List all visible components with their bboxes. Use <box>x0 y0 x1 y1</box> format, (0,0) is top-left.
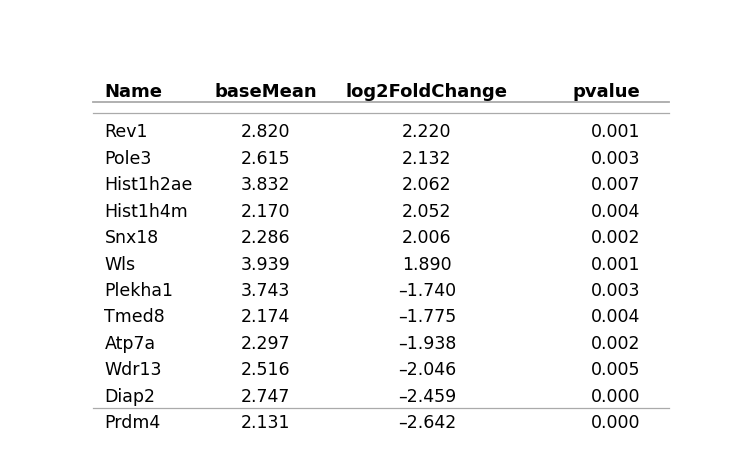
Text: 2.132: 2.132 <box>402 149 452 168</box>
Text: 2.131: 2.131 <box>241 413 291 431</box>
Text: 2.820: 2.820 <box>241 123 291 141</box>
Text: –2.459: –2.459 <box>398 387 456 405</box>
Text: Tmed8: Tmed8 <box>104 308 165 326</box>
Text: 0.004: 0.004 <box>591 202 640 220</box>
Text: 0.000: 0.000 <box>591 413 640 431</box>
Text: 3.939: 3.939 <box>241 255 291 273</box>
Text: Snx18: Snx18 <box>104 228 159 247</box>
Text: 2.052: 2.052 <box>402 202 452 220</box>
Text: 0.002: 0.002 <box>591 334 640 352</box>
Text: Prdm4: Prdm4 <box>104 413 160 431</box>
Text: Atp7a: Atp7a <box>104 334 155 352</box>
Text: 0.001: 0.001 <box>591 255 640 273</box>
Text: 0.005: 0.005 <box>591 361 640 378</box>
Text: 1.890: 1.890 <box>402 255 452 273</box>
Text: 0.004: 0.004 <box>591 308 640 326</box>
Text: –2.046: –2.046 <box>398 361 456 378</box>
Text: log2FoldChange: log2FoldChange <box>345 83 508 101</box>
Text: pvalue: pvalue <box>572 83 640 101</box>
Text: –2.642: –2.642 <box>398 413 456 431</box>
Text: 0.003: 0.003 <box>591 281 640 299</box>
Text: Rev1: Rev1 <box>104 123 148 141</box>
Text: 2.006: 2.006 <box>402 228 452 247</box>
Text: 2.062: 2.062 <box>402 176 452 194</box>
Text: 2.174: 2.174 <box>241 308 291 326</box>
Text: 2.297: 2.297 <box>241 334 291 352</box>
Text: 3.743: 3.743 <box>241 281 291 299</box>
Text: 0.002: 0.002 <box>591 228 640 247</box>
Text: 2.516: 2.516 <box>241 361 291 378</box>
Text: Hist1h2ae: Hist1h2ae <box>104 176 192 194</box>
Text: 2.286: 2.286 <box>241 228 291 247</box>
Text: Wls: Wls <box>104 255 135 273</box>
Text: 2.615: 2.615 <box>241 149 291 168</box>
Text: 0.003: 0.003 <box>591 149 640 168</box>
Text: 0.007: 0.007 <box>591 176 640 194</box>
Text: 0.000: 0.000 <box>591 387 640 405</box>
Text: Diap2: Diap2 <box>104 387 155 405</box>
Text: Hist1h4m: Hist1h4m <box>104 202 188 220</box>
Text: –1.938: –1.938 <box>398 334 456 352</box>
Text: Name: Name <box>104 83 163 101</box>
Text: –1.775: –1.775 <box>398 308 456 326</box>
Text: Wdr13: Wdr13 <box>104 361 162 378</box>
Text: 2.220: 2.220 <box>402 123 452 141</box>
Text: 0.001: 0.001 <box>591 123 640 141</box>
Text: Plekha1: Plekha1 <box>104 281 173 299</box>
Text: 2.747: 2.747 <box>241 387 291 405</box>
Text: Pole3: Pole3 <box>104 149 152 168</box>
Text: baseMean: baseMean <box>214 83 317 101</box>
Text: –1.740: –1.740 <box>398 281 456 299</box>
Text: 3.832: 3.832 <box>241 176 291 194</box>
Text: 2.170: 2.170 <box>241 202 291 220</box>
